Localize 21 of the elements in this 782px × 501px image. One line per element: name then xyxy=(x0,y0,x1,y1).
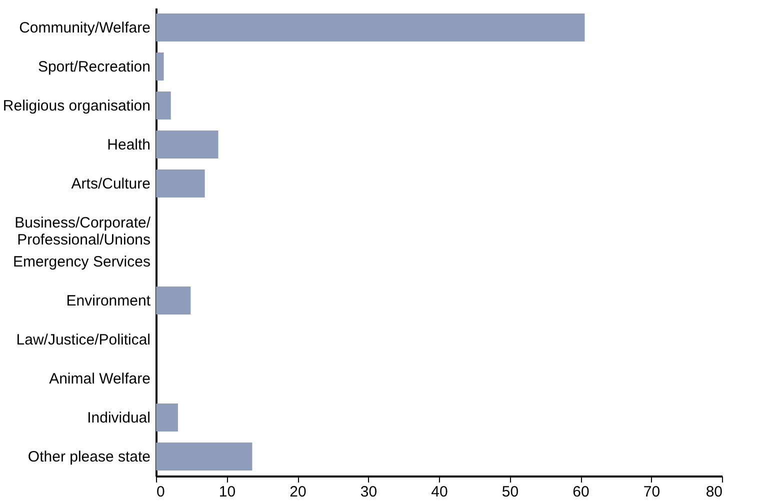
y-tick-label: Law/Justice/Political xyxy=(16,332,150,348)
x-tick-label: 10 xyxy=(218,484,236,500)
y-tick-label: Animal Welfare xyxy=(49,370,150,388)
y-tick-label: Religious organisation xyxy=(2,98,150,114)
y-tick-label: Community/Welfare xyxy=(19,20,150,36)
y-tick-label: Business/Corporate/ Professional/Unions xyxy=(14,214,152,248)
y-tick-label: Emergency Services xyxy=(12,254,150,270)
x-tick-label: 0 xyxy=(156,484,165,500)
x-tick-label: 70 xyxy=(643,484,660,500)
y-tick-label: Environment xyxy=(66,292,152,310)
y-tick-label: Arts/Culture xyxy=(71,176,150,192)
x-tick-label: 50 xyxy=(502,484,519,500)
x-tick-label: 60 xyxy=(572,484,590,500)
y-tick-label: Individual xyxy=(87,410,150,426)
x-tick-label: 30 xyxy=(360,484,378,500)
x-tick-label: 40 xyxy=(431,484,448,500)
y-tick-label: Other please state xyxy=(28,448,150,466)
y-tick-label: Sport/Recreation xyxy=(38,58,150,76)
x-tick-label: 20 xyxy=(290,484,306,500)
y-tick-label: Health xyxy=(107,136,150,154)
x-tick-label: 80 xyxy=(706,484,722,500)
